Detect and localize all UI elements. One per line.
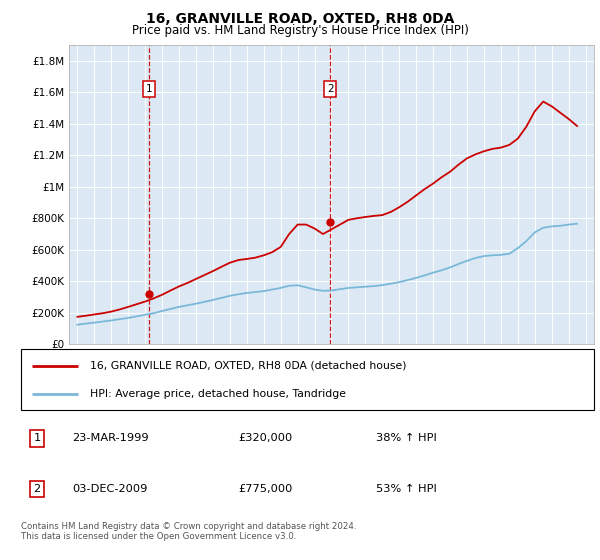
- Text: 1: 1: [146, 84, 152, 94]
- Text: 23-MAR-1999: 23-MAR-1999: [73, 433, 149, 443]
- Text: 53% ↑ HPI: 53% ↑ HPI: [376, 484, 437, 494]
- Text: 2: 2: [327, 84, 334, 94]
- Text: 2: 2: [34, 484, 41, 494]
- Text: 03-DEC-2009: 03-DEC-2009: [73, 484, 148, 494]
- Text: Price paid vs. HM Land Registry's House Price Index (HPI): Price paid vs. HM Land Registry's House …: [131, 24, 469, 37]
- Text: 1: 1: [34, 433, 41, 443]
- Text: HPI: Average price, detached house, Tandridge: HPI: Average price, detached house, Tand…: [90, 389, 346, 399]
- Text: £775,000: £775,000: [239, 484, 293, 494]
- Text: 38% ↑ HPI: 38% ↑ HPI: [376, 433, 437, 443]
- Text: 16, GRANVILLE ROAD, OXTED, RH8 0DA (detached house): 16, GRANVILLE ROAD, OXTED, RH8 0DA (deta…: [90, 361, 406, 371]
- Text: 16, GRANVILLE ROAD, OXTED, RH8 0DA: 16, GRANVILLE ROAD, OXTED, RH8 0DA: [146, 12, 454, 26]
- Text: Contains HM Land Registry data © Crown copyright and database right 2024.
This d: Contains HM Land Registry data © Crown c…: [21, 522, 356, 542]
- Text: £320,000: £320,000: [239, 433, 293, 443]
